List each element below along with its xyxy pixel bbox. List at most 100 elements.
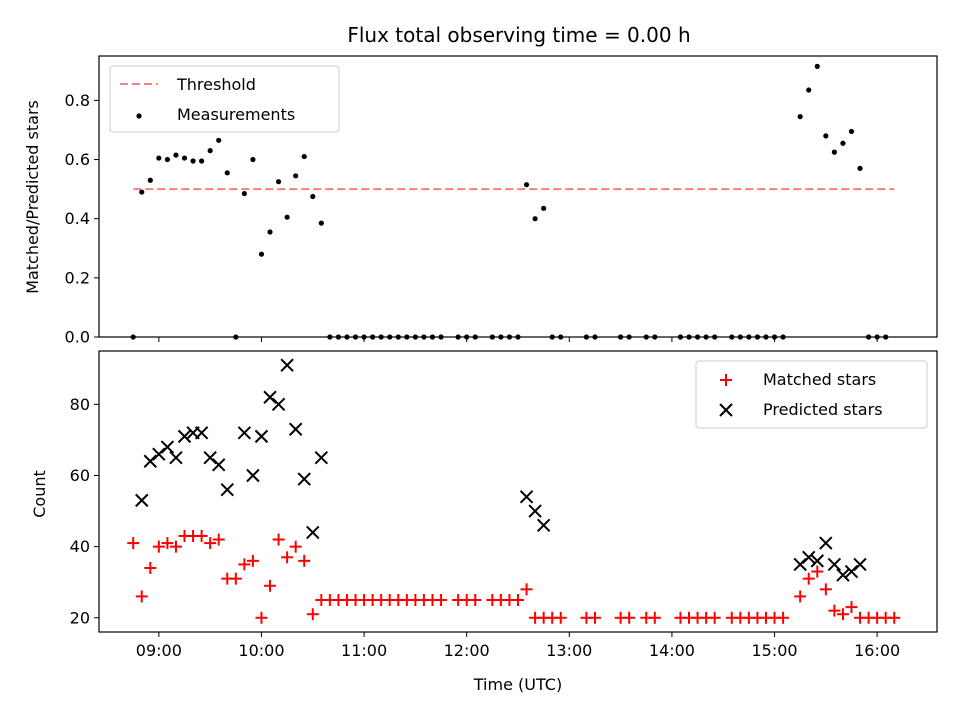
ratio-panel-frame	[98, 55, 938, 338]
matched-stars-point	[836, 608, 849, 621]
measurements-point	[831, 149, 837, 155]
measurements-point	[541, 205, 547, 211]
predicted-stars-point	[306, 525, 320, 540]
predicted-stars-point	[827, 557, 842, 572]
matched-stars-point	[512, 593, 524, 606]
matched-stars-point	[169, 540, 182, 553]
predicted-stars-point	[194, 426, 209, 440]
matched-stars-point	[888, 611, 901, 624]
ratio-legend: Threshold Measurements	[109, 65, 340, 133]
matched-stars-point	[845, 601, 858, 614]
predicted-stars-point	[143, 454, 158, 468]
matched-stars-point	[229, 572, 242, 585]
matched-stars-point	[777, 611, 790, 624]
count-xtick-label: 14:00	[649, 641, 695, 660]
predicted-stars-point	[177, 429, 192, 444]
measurements-point	[224, 170, 230, 176]
count-panel-marks	[127, 358, 901, 624]
predicted-stars-point	[853, 557, 867, 572]
predicted-stars-point	[263, 390, 277, 404]
predicted-stars-point	[836, 568, 850, 582]
predicted-stars-point	[536, 518, 551, 532]
predicted-stars-point	[152, 447, 166, 461]
legend-threshold-label: Threshold	[176, 75, 256, 94]
ratio-panel-ylabel: Matched/Predicted stars	[23, 100, 42, 294]
count-xtick-label: 13:00	[546, 641, 592, 660]
measurements-point	[275, 179, 282, 185]
predicted-stars-point	[528, 504, 542, 518]
ratio-ytick-label: 0.6	[65, 150, 90, 169]
matched-stars-point	[246, 554, 259, 567]
ratio-ytick-label: 0.2	[65, 268, 90, 287]
matched-stars-point	[828, 604, 841, 617]
matched-stars-point	[264, 579, 277, 592]
measurements-point	[806, 87, 812, 93]
matched-stars-point	[648, 611, 661, 624]
predicted-stars-point	[819, 536, 833, 550]
measurements-point	[241, 190, 247, 197]
ratio-ytick-label: 0.0	[65, 328, 90, 347]
matched-stars-point	[204, 537, 217, 550]
matched-stars-point	[127, 537, 140, 550]
count-ytick-label: 20	[70, 608, 90, 627]
matched-stars-point	[135, 590, 148, 603]
legend-measurements-swatch	[136, 113, 142, 119]
matched-stars-point	[588, 611, 601, 624]
count-panel-frame	[98, 350, 938, 633]
predicted-stars-point	[254, 429, 269, 444]
measurements-point	[293, 173, 299, 179]
measurements-point	[267, 229, 273, 235]
matched-stars-point	[272, 533, 285, 546]
measurements-point	[318, 220, 324, 226]
matched-stars-point	[152, 540, 165, 553]
count-panel-ticks: 20 40 60 80 09:00 10:00 11:00 12:00 13:00 14:00 15…	[70, 395, 901, 660]
matched-stars-point	[794, 590, 807, 603]
count-legend-box	[695, 360, 928, 429]
legend-measurements-label: Measurements	[177, 105, 295, 124]
measurements-point	[164, 156, 171, 163]
measurements-point	[532, 216, 538, 222]
measurements-point	[258, 251, 265, 257]
matched-stars-point	[811, 565, 824, 578]
measurements-point	[199, 158, 205, 164]
predicted-stars-point	[271, 397, 286, 412]
measurements-point	[823, 133, 829, 139]
measurements-point	[857, 165, 863, 171]
measurements-point	[523, 182, 530, 188]
count-panel: 20 40 60 80 09:00 10:00 11:00 12:00 13:00 14:00 15…	[30, 350, 938, 694]
measurements-point	[156, 155, 162, 161]
measurements-point	[301, 153, 307, 160]
predicted-stars-point	[220, 483, 234, 497]
matched-stars-point	[281, 551, 294, 564]
measurements-point	[139, 189, 145, 195]
predicted-stars-point	[169, 451, 183, 465]
legend-matched-label: Matched stars	[763, 370, 876, 389]
matched-stars-point	[255, 611, 268, 624]
matched-stars-point	[554, 611, 567, 624]
count-xtick-label: 15:00	[751, 641, 797, 660]
count-legend: Matched stars Predicted stars	[695, 360, 928, 429]
matched-stars-point	[469, 593, 482, 606]
matched-stars-point	[161, 537, 174, 550]
measurements-point	[216, 137, 222, 143]
matched-stars-point	[298, 554, 311, 567]
count-panel-ylabel: Count	[30, 470, 49, 518]
predicted-stars-point	[280, 358, 294, 372]
predicted-stars-point	[519, 490, 534, 504]
predicted-stars-point	[246, 468, 260, 483]
matched-stars-point	[802, 572, 815, 585]
measurements-point	[797, 114, 803, 120]
measurements-point	[181, 155, 188, 161]
matched-stars-point	[212, 533, 225, 546]
matched-stars-point	[195, 529, 208, 542]
count-panel-xlabel: Time (UTC)	[473, 675, 562, 694]
matched-stars-point	[520, 583, 533, 596]
predicted-stars-point	[314, 451, 329, 465]
measurements-point	[190, 158, 196, 164]
count-xtick-label: 10:00	[238, 641, 284, 660]
matched-stars-point	[708, 611, 721, 624]
count-xtick-label: 09:00	[136, 641, 182, 660]
measurements-point	[848, 128, 855, 135]
matched-stars-point	[306, 608, 319, 621]
